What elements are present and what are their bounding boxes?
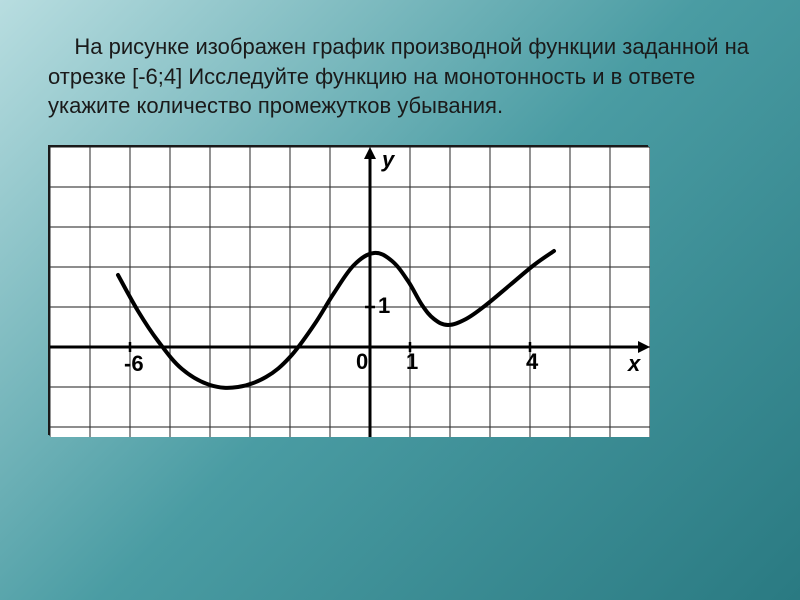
problem-text: На рисунке изображен график производной … <box>48 32 752 121</box>
svg-text:x: x <box>627 351 641 376</box>
svg-text:-6: -6 <box>124 351 144 376</box>
svg-text:1: 1 <box>406 349 418 374</box>
svg-text:y: y <box>381 147 396 172</box>
slide: На рисунке изображен график производной … <box>0 0 800 600</box>
svg-text:4: 4 <box>526 349 539 374</box>
svg-text:1: 1 <box>378 293 390 318</box>
derivative-graph: -6 0 1 4 1 x y <box>50 147 650 437</box>
chart-container: -6 0 1 4 1 x y <box>48 145 648 435</box>
svg-text:0: 0 <box>356 349 368 374</box>
